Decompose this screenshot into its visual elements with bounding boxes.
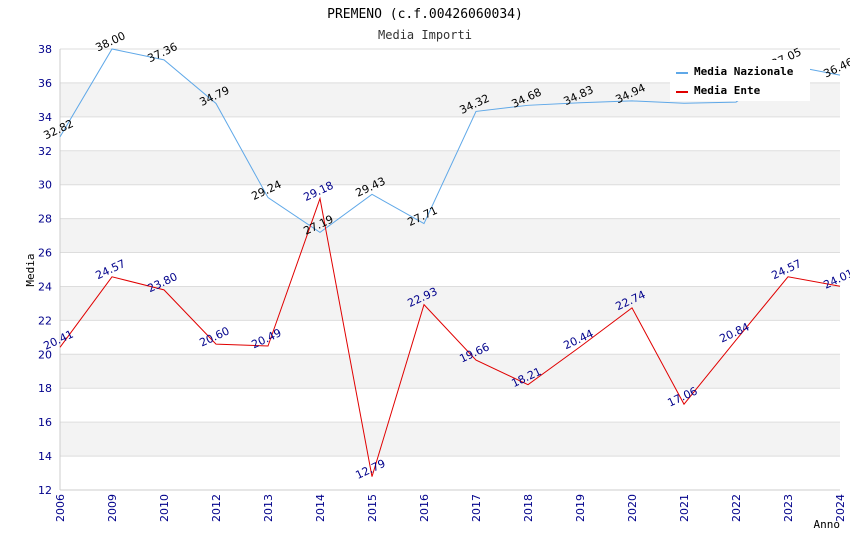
x-tick-label: 2010	[158, 494, 171, 522]
y-tick-label: 28	[38, 213, 52, 226]
x-tick-label: 2016	[418, 494, 431, 522]
x-tick-label: 2014	[314, 494, 327, 522]
y-tick-label: 22	[38, 314, 52, 327]
x-tick-label: 2013	[262, 494, 275, 522]
data-label-media-ente: 20.41	[41, 328, 75, 353]
legend: Media Nazionale Media Ente	[670, 60, 810, 101]
x-tick-label: 2006	[54, 494, 67, 522]
x-tick-label: 2023	[782, 494, 795, 522]
x-tick-label: 2012	[210, 494, 223, 522]
x-tick-label: 2019	[574, 494, 587, 522]
x-tick-label: 2009	[106, 494, 119, 522]
y-tick-label: 30	[38, 179, 52, 192]
data-label-media-ente: 12.79	[353, 457, 387, 482]
y-axis-label: Media	[24, 253, 37, 286]
grid-band	[60, 286, 840, 321]
x-tick-label: 2024	[834, 494, 847, 522]
y-tick-label: 26	[38, 247, 52, 260]
y-tick-label: 38	[38, 43, 52, 56]
legend-label-media-ente: Media Ente	[694, 84, 761, 97]
legend-box	[670, 60, 810, 101]
y-tick-label: 14	[38, 450, 52, 463]
y-tick-label: 20	[38, 348, 52, 361]
data-label-media-nazionale: 37.36	[145, 40, 179, 65]
series-line-media-nazionale	[59, 48, 841, 233]
x-tick-labels: 2006 2009 2010 2012 2013 2014 2015 2016 2017 2018…	[54, 494, 847, 522]
x-tick-label: 2015	[366, 494, 379, 522]
y-tick-label: 36	[38, 77, 52, 90]
y-tick-label: 34	[38, 111, 52, 124]
x-tick-label: 2021	[678, 494, 691, 522]
axes	[59, 49, 840, 491]
chart-title: PREMENO (c.f.00426060034)	[327, 7, 523, 22]
y-tick-label: 24	[38, 280, 52, 293]
data-label-media-ente: 20.60	[197, 324, 231, 349]
grid-band	[60, 422, 840, 457]
y-tick-label: 16	[38, 416, 52, 429]
series-lines	[59, 48, 841, 477]
chart-subtitle: Media Importi	[378, 28, 472, 42]
x-axis-label: Anno	[814, 518, 841, 531]
series-line-media-ente	[59, 196, 841, 477]
x-tick-label: 2017	[470, 494, 483, 522]
grid-bands	[60, 82, 840, 457]
y-tick-label: 18	[38, 382, 52, 395]
y-tick-labels: 12 14 16 18 20 22 24 26 28 30 32 34 36 38	[38, 43, 52, 497]
y-tick-label: 12	[38, 484, 52, 497]
grid-band	[60, 218, 840, 253]
y-tick-label: 32	[38, 145, 52, 158]
grid-band	[60, 354, 840, 389]
x-tick-label: 2020	[626, 494, 639, 522]
x-tick-label: 2022	[730, 494, 743, 522]
data-label-media-ente: 20.49	[249, 326, 283, 351]
legend-label-media-nazionale: Media Nazionale	[694, 65, 794, 78]
data-label-media-nazionale: 36.46	[821, 55, 850, 80]
x-tick-label: 2018	[522, 494, 535, 522]
